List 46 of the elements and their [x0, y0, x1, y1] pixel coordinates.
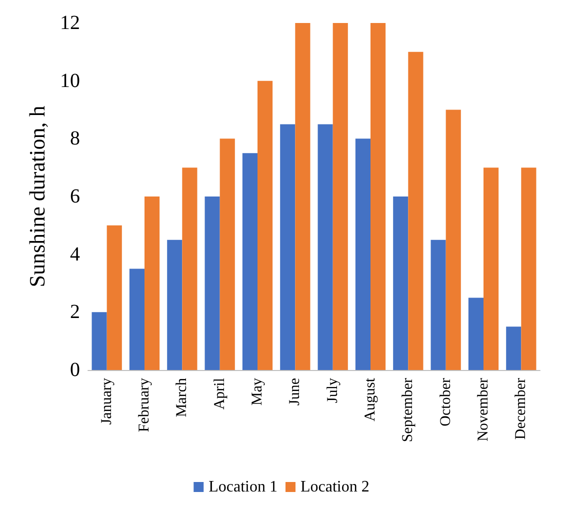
bar — [220, 138, 235, 370]
bar — [204, 196, 220, 370]
legend-label: Location 1 — [208, 478, 278, 496]
bar — [242, 153, 258, 370]
bar — [370, 23, 386, 370]
bar — [521, 168, 536, 370]
bar — [430, 240, 446, 370]
bar — [106, 225, 122, 370]
x-tick-label: April — [212, 378, 228, 410]
x-tick-label: June — [287, 378, 304, 406]
x-tick-label: December — [513, 378, 530, 440]
x-tick-label: February — [136, 378, 152, 432]
bar — [144, 196, 160, 370]
bar — [167, 240, 182, 370]
bar — [280, 124, 296, 370]
bar — [92, 312, 107, 370]
bar — [393, 196, 408, 370]
bar — [332, 23, 348, 370]
bar — [506, 326, 522, 370]
y-tick-label: 12 — [60, 12, 80, 34]
x-tick-label: November — [476, 378, 492, 442]
bar — [258, 80, 273, 370]
bar — [468, 298, 484, 370]
bar — [318, 124, 333, 370]
y-tick-label: 8 — [70, 128, 80, 150]
bar — [295, 23, 310, 370]
bar — [355, 138, 370, 370]
x-tick-label: October — [438, 378, 454, 426]
legend-label: Location 2 — [300, 478, 370, 496]
y-tick-label: 4 — [70, 243, 80, 266]
x-tick-label: January — [98, 378, 115, 425]
x-tick-label: May — [250, 378, 266, 406]
bar — [446, 110, 461, 370]
x-tick-label: July — [324, 378, 341, 404]
x-tick-label: September — [400, 378, 416, 442]
bar — [129, 268, 144, 370]
y-axis-title: Sunshine duration, h — [24, 106, 50, 288]
y-tick-label: 6 — [70, 186, 80, 208]
y-tick-label: 0 — [70, 359, 80, 381]
y-tick-label: 10 — [60, 70, 80, 92]
bar — [484, 168, 499, 370]
x-tick-label: March — [174, 378, 190, 418]
x-tick-label: August — [362, 377, 378, 422]
bar — [408, 52, 424, 370]
bar — [182, 168, 198, 370]
y-tick-label: 2 — [70, 301, 80, 324]
